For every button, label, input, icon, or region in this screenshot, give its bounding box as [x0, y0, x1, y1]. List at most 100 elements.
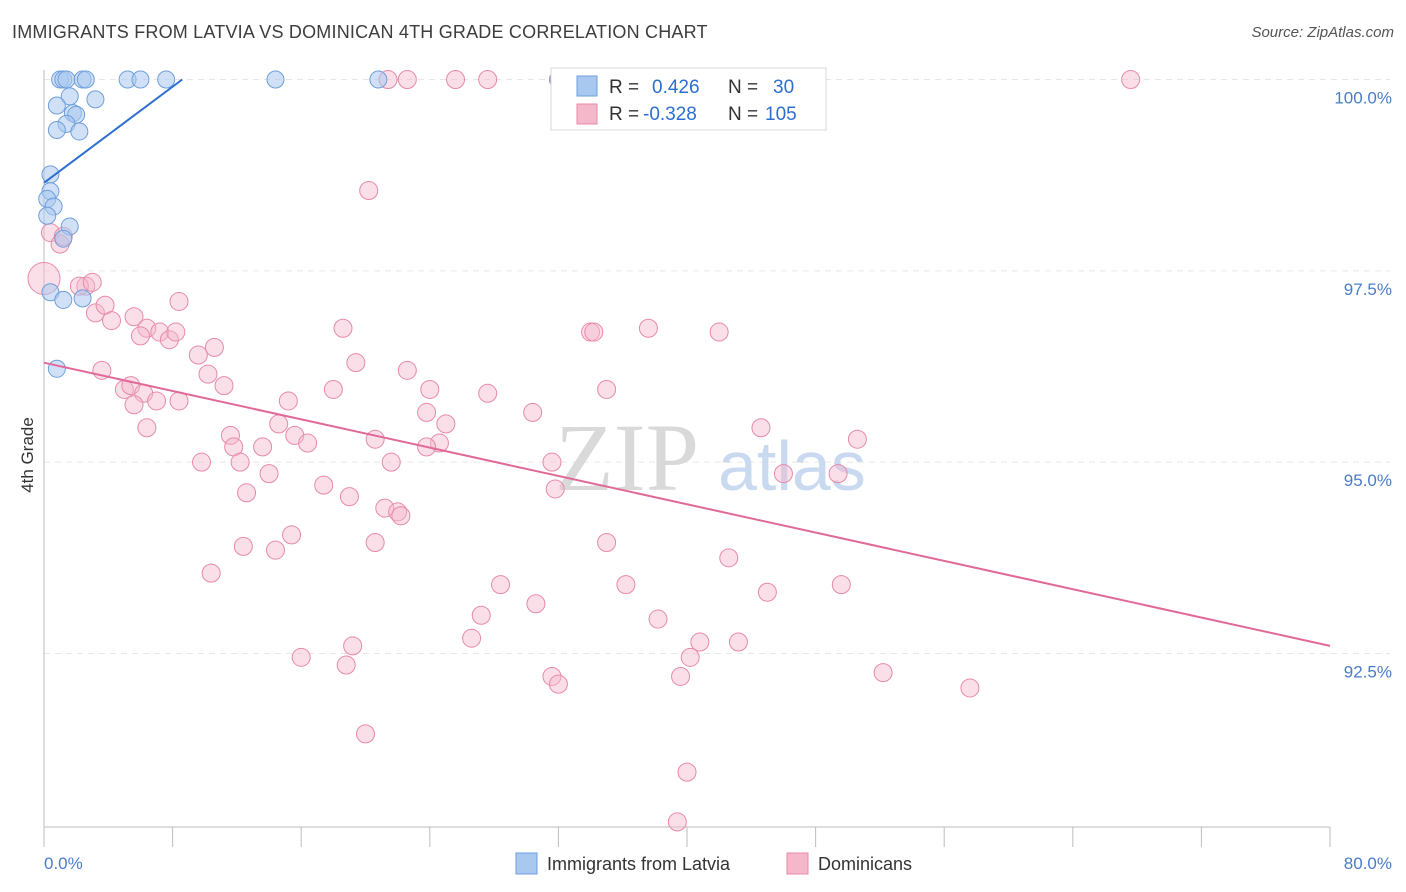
dominicans-point — [462, 628, 482, 648]
dominicans-point — [638, 318, 658, 338]
dominicans-point — [214, 376, 234, 396]
dominicans-point — [298, 433, 318, 453]
dominicans-point — [314, 475, 334, 495]
dominicans-point — [188, 345, 208, 365]
dominicans-point — [420, 379, 440, 399]
bottom-legend-swatch-latvia — [515, 852, 538, 875]
y-axis-title: 4th Grade — [18, 417, 37, 493]
dominicans-point — [323, 379, 343, 399]
dominicans-point — [491, 575, 511, 595]
dominicans-point — [198, 364, 218, 384]
dominicans-point — [124, 395, 144, 415]
bottom-legend-swatch-dominicans — [786, 852, 809, 875]
dominicans-point — [773, 464, 793, 484]
dominicans-point — [150, 322, 170, 342]
dominicans-point — [397, 70, 417, 89]
dominicans-point — [667, 812, 687, 832]
dominicans-point — [584, 322, 604, 342]
dominicans-point — [253, 437, 273, 457]
bottom-legend-label-latvia: Immigrants from Latvia — [547, 854, 731, 874]
dominicans-point — [269, 414, 289, 434]
bottom-legend-label-dominicans: Dominicans — [818, 854, 912, 874]
watermark: ZIP atlas — [555, 404, 866, 511]
dominicans-point — [542, 666, 562, 686]
dominicans-point — [137, 418, 157, 438]
y-tick-label: 97.5% — [1344, 280, 1392, 299]
dominicans-point — [259, 464, 279, 484]
latvia-trend-line — [43, 78, 183, 184]
x-tick-label-max: 80.0% — [1344, 854, 1392, 873]
dominicans-point — [381, 452, 401, 472]
dominicans-point — [346, 353, 366, 373]
latvia-point — [73, 289, 92, 308]
dominicans-point — [233, 536, 253, 556]
dominicans-point — [478, 383, 498, 403]
grid-lines — [44, 79, 1390, 654]
legend-r-value-dominicans: -0.328 — [643, 104, 697, 125]
legend-swatch-latvia — [576, 75, 598, 97]
dominicans-point — [356, 724, 375, 744]
latvia-point — [76, 70, 95, 89]
dominicans-point — [278, 391, 298, 411]
dominicans-point — [343, 636, 363, 656]
latvia-point — [47, 96, 66, 115]
latvia-points — [38, 70, 568, 378]
dominicans-point — [85, 303, 105, 323]
dominicans-point — [265, 540, 285, 560]
latvia-point — [54, 290, 73, 309]
latvia-point — [70, 122, 89, 141]
legend-n-value-dominicans: 105 — [765, 104, 797, 125]
dominicans-point — [417, 402, 437, 422]
source-label: Source: ZipAtlas.com — [1251, 24, 1394, 41]
dominicans-point — [159, 330, 179, 350]
dominicans-point — [680, 647, 700, 667]
legend-n-label-latvia: N = — [728, 77, 758, 98]
dominicans-point — [333, 318, 353, 338]
dominicans-point — [365, 533, 385, 553]
dominicans-point — [201, 563, 221, 583]
legend-n-value-latvia: 30 — [773, 77, 794, 98]
bottom-legend: Immigrants from Latvia Dominicans — [515, 852, 912, 875]
legend-swatch-dominicans — [576, 103, 598, 125]
dominicans-point — [375, 498, 395, 518]
dominicans-point — [690, 632, 710, 652]
dominicans-point — [359, 180, 379, 200]
dominicans-point — [757, 582, 777, 602]
dominicans-point — [446, 70, 466, 89]
watermark-zip-text: ZIP — [555, 404, 699, 511]
dominicans-point — [709, 322, 729, 342]
trend-lines — [43, 78, 1331, 647]
dominicans-point — [192, 452, 212, 472]
watermark-atlas-text: atlas — [718, 427, 866, 505]
legend: R = 0.426 N = 30 R = -0.328 N = 105 — [550, 67, 827, 131]
dominicans-point — [526, 594, 546, 614]
dominicans-point — [388, 502, 408, 522]
latvia-point — [86, 90, 105, 109]
x-tick-label-min: 0.0% — [44, 854, 83, 873]
dominicans-point — [616, 575, 636, 595]
y-tick-label: 92.5% — [1344, 663, 1392, 682]
dominicans-point — [82, 272, 102, 292]
dominicans-point — [169, 291, 189, 311]
dominicans-point — [336, 655, 356, 675]
dominicans-point — [597, 379, 617, 399]
y-tick-label: 100.0% — [1334, 89, 1392, 108]
legend-r-label-dominicans: R = — [609, 104, 639, 125]
legend-n-label-dominicans: N = — [728, 104, 758, 125]
dominicans-point — [548, 674, 568, 694]
dominicans-point — [677, 762, 697, 782]
dominicans-point — [282, 525, 302, 545]
dominicans-point — [130, 326, 150, 346]
dominicans-point — [124, 307, 144, 327]
dominicans-trend-line — [43, 361, 1331, 647]
dominicans-point — [365, 429, 385, 449]
latvia-point — [369, 70, 388, 89]
dominicans-point — [220, 425, 240, 445]
dominicans-point — [471, 605, 491, 625]
dominicans-points — [27, 70, 1141, 832]
dominicans-point — [102, 311, 122, 331]
dominicans-point — [960, 678, 980, 698]
dominicans-point — [523, 402, 543, 422]
dominicans-point — [137, 318, 157, 338]
dominicans-point — [339, 487, 359, 507]
